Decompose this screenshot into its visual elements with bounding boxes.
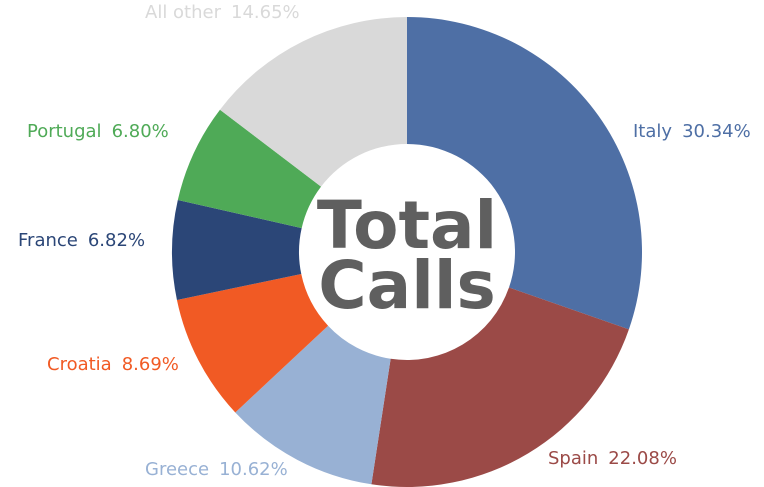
category-name: Greece <box>145 459 209 480</box>
category-name: Portugal <box>27 121 102 142</box>
slice <box>172 200 302 300</box>
center-text: Total <box>317 187 497 264</box>
slice <box>177 109 322 229</box>
slice-label: Spain 22.08% <box>548 448 677 469</box>
category-name: All other <box>145 2 222 23</box>
slice-label: France 6.82% <box>18 230 145 251</box>
category-name: Italy <box>633 121 672 142</box>
category-name: Spain <box>548 448 598 469</box>
value-label: 14.65% <box>231 2 300 23</box>
slice-label: Italy 30.34% <box>633 121 751 142</box>
slice <box>407 17 642 330</box>
value-label: 10.62% <box>219 459 288 480</box>
category-name: France <box>18 230 78 251</box>
center-text: Calls <box>318 247 496 324</box>
slice-label: Portugal 6.80% <box>27 121 169 142</box>
value-label: 22.08% <box>608 448 677 469</box>
value-label: 30.34% <box>682 121 751 142</box>
slice-label: All other 14.65% <box>145 2 300 23</box>
slice <box>176 274 329 413</box>
slice-label: Greece 10.62% <box>145 459 288 480</box>
slice <box>235 325 391 485</box>
category-name: Croatia <box>47 354 112 375</box>
slice-label: Croatia 8.69% <box>47 354 179 375</box>
value-label: 6.82% <box>88 230 145 251</box>
slice <box>371 287 629 487</box>
value-label: 8.69% <box>122 354 179 375</box>
value-label: 6.80% <box>112 121 169 142</box>
slice <box>219 17 407 187</box>
